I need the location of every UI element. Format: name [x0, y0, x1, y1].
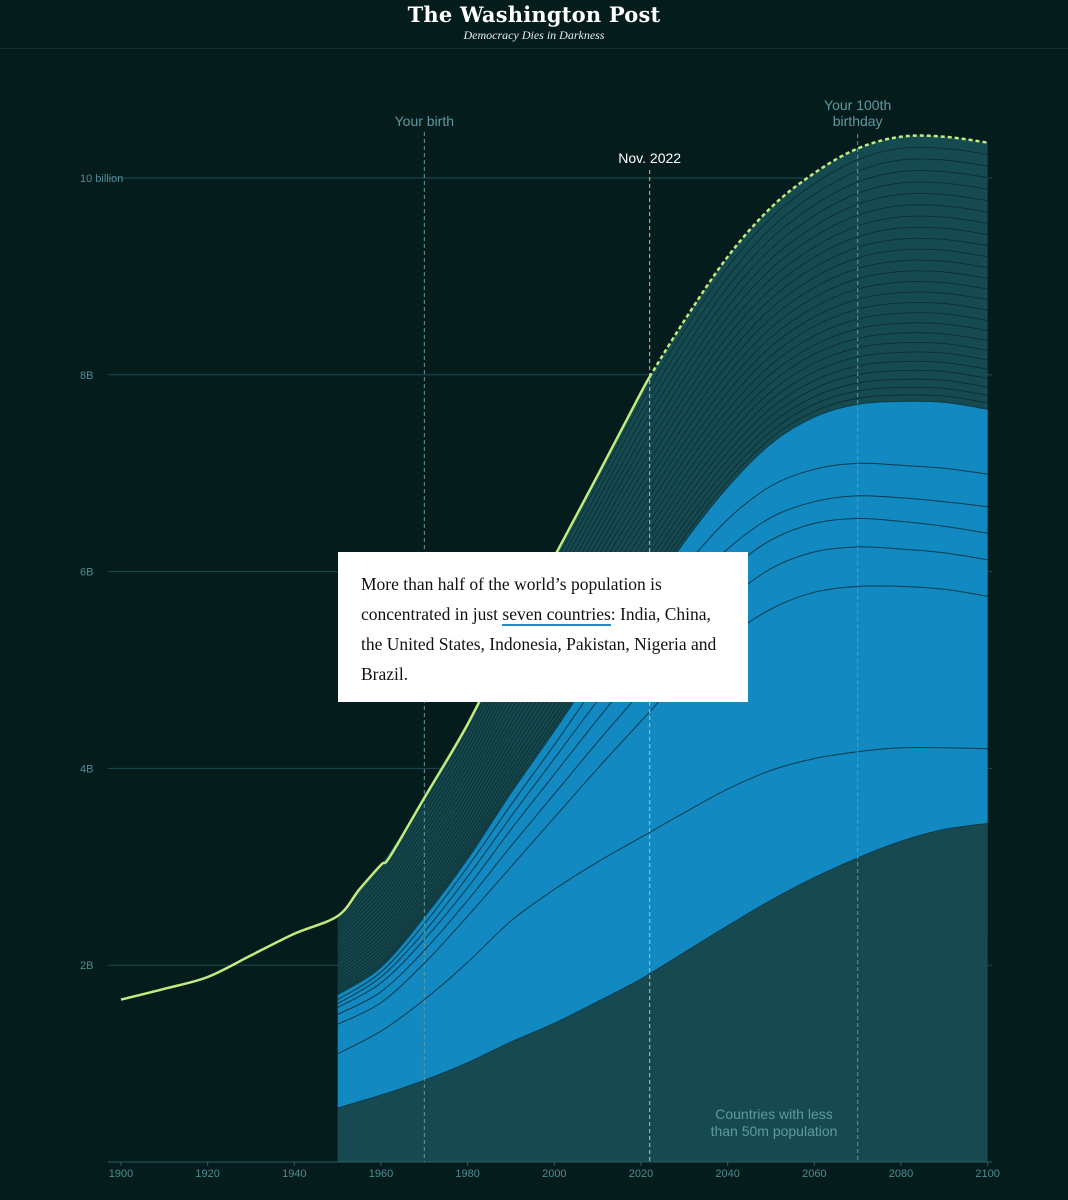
- marker-label: Your birth: [395, 113, 454, 129]
- x-tick-label: 2040: [715, 1168, 739, 1180]
- marker-label: Nov. 2022: [618, 150, 681, 166]
- country-band-line: [337, 204, 988, 937]
- country-band-line: [337, 170, 988, 927]
- annotation-box: More than half of the world’s population…: [338, 552, 748, 702]
- country-band-line: [337, 226, 988, 944]
- total-population-projection: [648, 134, 988, 378]
- x-tick-label: 1980: [455, 1168, 479, 1180]
- country-band-line: [337, 341, 988, 978]
- country-boundary-line: [337, 746, 988, 1055]
- x-tick-label: 2080: [889, 1168, 913, 1180]
- country-band-line: [337, 158, 988, 924]
- x-tick-label: 2060: [802, 1168, 826, 1180]
- total-population-line: [120, 376, 651, 1001]
- country-band-line: [337, 332, 988, 975]
- country-band-line: [337, 259, 988, 954]
- x-tick-label: 1900: [109, 1168, 133, 1180]
- x-tick-label: 2000: [542, 1168, 566, 1180]
- small-countries-area: [337, 823, 988, 1162]
- country-boundary-line: [337, 585, 988, 1025]
- country-band-line: [337, 270, 988, 957]
- country-band-line: [337, 215, 988, 941]
- seven-countries-link[interactable]: seven countries: [502, 604, 611, 626]
- masthead: The Washington Post Democracy Dies in Da…: [0, 0, 1068, 49]
- country-band-line: [337, 248, 988, 951]
- y-tick-label: 2B: [80, 960, 93, 972]
- x-tick-label: 2100: [975, 1168, 999, 1180]
- country-band-line: [337, 301, 988, 966]
- country-band-line: [337, 322, 988, 972]
- y-tick-label: 6B: [80, 567, 93, 579]
- masthead-title[interactable]: The Washington Post: [407, 2, 661, 27]
- x-tick-label: 1960: [369, 1168, 393, 1180]
- x-tick-label: 2020: [629, 1168, 653, 1180]
- x-tick-label: 1940: [282, 1168, 306, 1180]
- country-band-line: [337, 291, 988, 963]
- y-tick-label: 8B: [80, 370, 93, 382]
- annotation-text-before: More than half of the world’s population…: [361, 574, 662, 624]
- masthead-tagline: Democracy Dies in Darkness: [463, 28, 605, 42]
- country-band-line: [337, 237, 988, 947]
- country-band-line: [337, 146, 988, 920]
- small-countries-boundary: [337, 823, 988, 1109]
- marker-label: Your 100th: [824, 97, 891, 113]
- country-band-line: [337, 281, 988, 960]
- annotation-text-after: : India, China, the United States, Indon…: [361, 604, 717, 684]
- area-label: than 50m population: [711, 1123, 838, 1139]
- marker-label: birthday: [833, 113, 883, 129]
- y-tick-label: 10 billion: [80, 173, 123, 185]
- y-tick-label: 4B: [80, 763, 93, 775]
- x-tick-label: 1920: [195, 1168, 219, 1180]
- country-band-line: [337, 181, 988, 931]
- area-label: Countries with less: [715, 1106, 833, 1122]
- country-band-line: [337, 192, 988, 934]
- country-band-line: [337, 312, 988, 969]
